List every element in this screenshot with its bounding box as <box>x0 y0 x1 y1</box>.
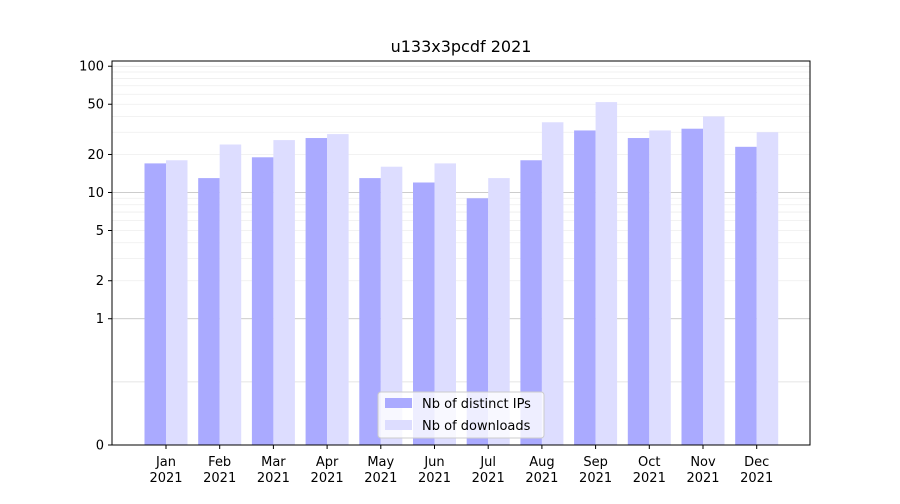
x-tick-label-year: 2021 <box>364 471 397 486</box>
x-tick-label-month: Dec <box>744 455 769 470</box>
x-tick-label-year: 2021 <box>311 471 344 486</box>
bar-distinct-ips-apr <box>305 138 328 445</box>
x-tick-label-year: 2021 <box>740 471 773 486</box>
bar-downloads-dec <box>756 132 779 445</box>
bar-downloads-oct <box>649 130 671 445</box>
y-tick-label: 10 <box>87 186 104 201</box>
bar-downloads-mar <box>273 140 295 445</box>
x-tick-label-year: 2021 <box>525 471 558 486</box>
bar-distinct-ips-sep <box>574 130 596 445</box>
y-tick-label: 5 <box>96 224 104 239</box>
x-tick-label-month: Jun <box>423 455 444 470</box>
x-tick-label-month: Feb <box>208 455 231 470</box>
x-tick-label-year: 2021 <box>203 471 236 486</box>
x-tick-label-month: Oct <box>638 455 660 470</box>
bar-distinct-ips-jul <box>466 198 489 445</box>
x-tick-label-month: Apr <box>316 455 339 470</box>
y-tick-label: 1 <box>96 312 104 327</box>
x-tick-label-year: 2021 <box>472 471 505 486</box>
bar-distinct-ips-oct <box>627 138 650 445</box>
legend-swatch-distinct-ips <box>385 398 412 408</box>
bar-distinct-ips-jan <box>144 163 166 445</box>
legend: Nb of distinct IPs Nb of downloads <box>377 391 545 439</box>
x-tick-label-month: Aug <box>529 455 554 470</box>
bar-distinct-ips-feb <box>198 178 220 446</box>
legend-label-distinct-ips: Nb of distinct IPs <box>422 397 531 412</box>
bar-distinct-ips-dec <box>735 146 757 445</box>
x-tick-label-month: Nov <box>690 455 716 470</box>
x-tick-label-year: 2021 <box>257 471 290 486</box>
x-tick-label-month: Mar <box>261 455 286 470</box>
chart-title: u133x3pcdf 2021 <box>391 37 532 56</box>
bar-downloads-aug <box>541 122 564 445</box>
y-axis: 0 1 2 5 10 20 50 100 <box>79 60 112 454</box>
x-tick-label-year: 2021 <box>149 471 182 486</box>
y-tick-label: 100 <box>79 60 104 75</box>
bars <box>144 102 779 446</box>
x-tick-label-month: May <box>367 455 394 470</box>
bar-downloads-feb <box>219 144 242 445</box>
y-tick-label: 0 <box>96 439 104 454</box>
bar-distinct-ips-mar <box>251 157 274 445</box>
y-tick-label: 20 <box>87 148 104 163</box>
x-axis: Jan2021Feb2021Mar2021Apr2021May2021Jun20… <box>149 445 773 486</box>
bar-downloads-apr <box>327 134 349 446</box>
y-tick-label: 2 <box>96 274 104 289</box>
bar-distinct-ips-nov <box>681 128 703 446</box>
x-tick-label-year: 2021 <box>686 471 719 486</box>
x-tick-label-month: Jul <box>479 455 496 470</box>
plot-area <box>111 60 811 446</box>
bar-downloads-sep <box>595 102 618 445</box>
x-tick-label-year: 2021 <box>633 471 666 486</box>
bar-downloads-jan <box>166 160 188 446</box>
bar-downloads-nov <box>703 116 725 446</box>
legend-label-downloads: Nb of downloads <box>422 419 531 434</box>
x-tick-label-year: 2021 <box>579 471 612 486</box>
x-tick-label-month: Sep <box>583 455 608 470</box>
y-tick-label: 50 <box>87 98 104 113</box>
bar-downloads-jun <box>434 163 456 445</box>
x-tick-label-month: Jan <box>155 455 176 470</box>
bar-downloads-jul <box>488 178 510 446</box>
x-tick-label-year: 2021 <box>418 471 451 486</box>
bar-distinct-ips-jun <box>413 182 435 445</box>
legend-swatch-downloads <box>385 420 412 430</box>
bar-downloads-may <box>380 166 403 445</box>
bar-distinct-ips-aug <box>520 160 542 446</box>
bar-distinct-ips-may <box>359 178 381 446</box>
